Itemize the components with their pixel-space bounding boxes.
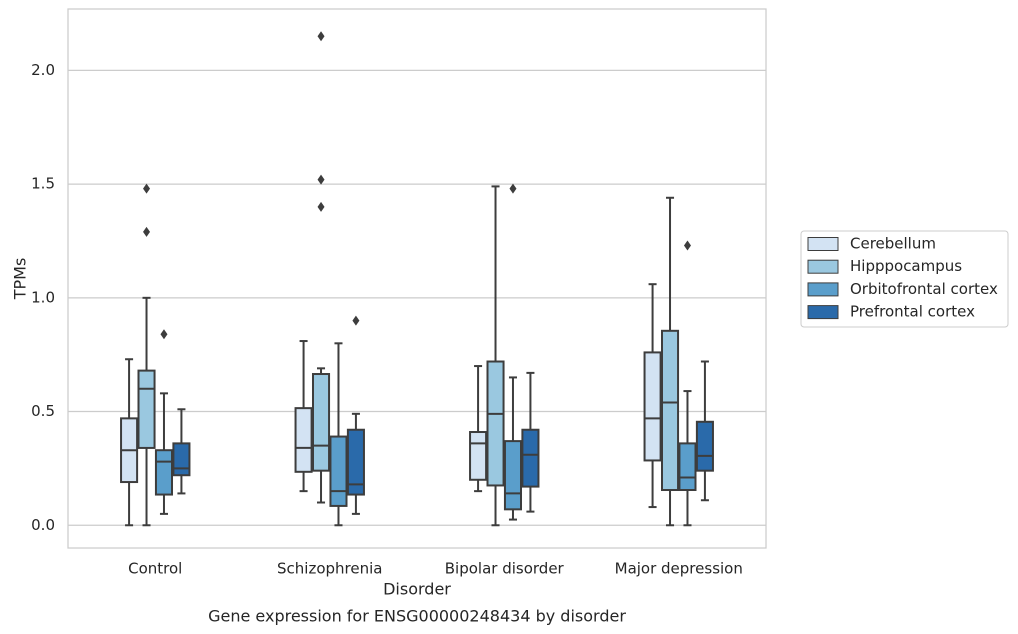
box-iqr: [695, 420, 714, 472]
box-iqr: [329, 435, 348, 507]
box-iqr: [172, 442, 191, 477]
y-axis: 0.0 0.5 1.0 1.5 2.0: [31, 61, 55, 534]
box-iqr: [503, 440, 523, 511]
legend-swatch: [807, 237, 839, 251]
box-iqr: [137, 369, 156, 449]
x-tick-label: Major depression: [615, 560, 743, 578]
outlier-point: [317, 31, 325, 42]
box-prefrontal-cortex: [695, 360, 714, 502]
x-tick-label: Schizophrenia: [277, 560, 382, 578]
legend-label: Orbitofrontal cortex: [850, 280, 998, 298]
x-tick-label: Control: [128, 560, 182, 578]
y-tick-label: 1.0: [31, 288, 55, 306]
y-tick-label: 0.0: [31, 516, 55, 534]
legend-swatch: [807, 259, 839, 274]
plot-frame: [67, 8, 767, 549]
box-iqr: [678, 442, 697, 492]
box-orbitofrontal-cortex: [329, 342, 348, 527]
box-prefrontal-cortex: [346, 315, 365, 515]
outlier-point: [509, 183, 517, 194]
box-hipppocampus: [137, 183, 156, 527]
box-iqr: [311, 373, 331, 472]
legend-swatch: [807, 282, 839, 297]
box-cerebellum: [120, 358, 139, 527]
y-tick-label: 2.0: [31, 61, 55, 79]
box-orbitofrontal-cortex: [503, 183, 523, 521]
box-iqr: [643, 351, 662, 462]
x-axis: Control Schizophrenia Bipolar disorder Majo…: [128, 560, 743, 578]
box-iqr: [154, 449, 174, 496]
legend-label: Prefrontal cortex: [850, 303, 975, 321]
x-tick-label: Bipolar disorder: [445, 560, 565, 578]
outlier-point: [143, 183, 151, 194]
box-iqr: [294, 407, 313, 473]
outlier-point: [317, 201, 325, 212]
box-hipppocampus: [311, 31, 331, 504]
x-axis-label: Disorder: [383, 580, 451, 599]
box-hipppocampus: [486, 185, 505, 527]
box-iqr: [469, 431, 488, 481]
legend: Cerebellum Hipppocampus Orbitofrontal cort…: [800, 230, 1009, 328]
box-hipppocampus: [660, 196, 680, 527]
box-cerebellum: [643, 283, 662, 509]
y-axis-label: TPMs: [11, 258, 30, 301]
box-prefrontal-cortex: [172, 408, 191, 495]
box-iqr: [660, 329, 680, 492]
y-tick-label: 1.5: [31, 175, 55, 193]
box-iqr: [346, 428, 365, 496]
y-tick-label: 0.5: [31, 402, 55, 420]
plot-series: [120, 31, 714, 527]
legend-label: Hipppocampus: [850, 257, 962, 275]
legend-label: Cerebellum: [850, 235, 936, 253]
figure-caption: Gene expression for ENSG00000248434 by d…: [208, 607, 626, 626]
box-orbitofrontal-cortex: [154, 329, 174, 515]
box-prefrontal-cortex: [521, 371, 540, 513]
outlier-point: [683, 240, 691, 251]
box-orbitofrontal-cortex: [678, 240, 697, 527]
outlier-point: [317, 174, 325, 185]
outlier-point: [160, 329, 168, 340]
legend-swatch: [807, 305, 839, 320]
box-cerebellum: [469, 365, 488, 493]
outlier-point: [143, 226, 151, 237]
box-cerebellum: [294, 340, 313, 493]
legend-frame: [800, 230, 1009, 328]
box-iqr: [486, 360, 505, 487]
box-iqr: [521, 428, 540, 488]
outlier-point: [352, 315, 360, 326]
